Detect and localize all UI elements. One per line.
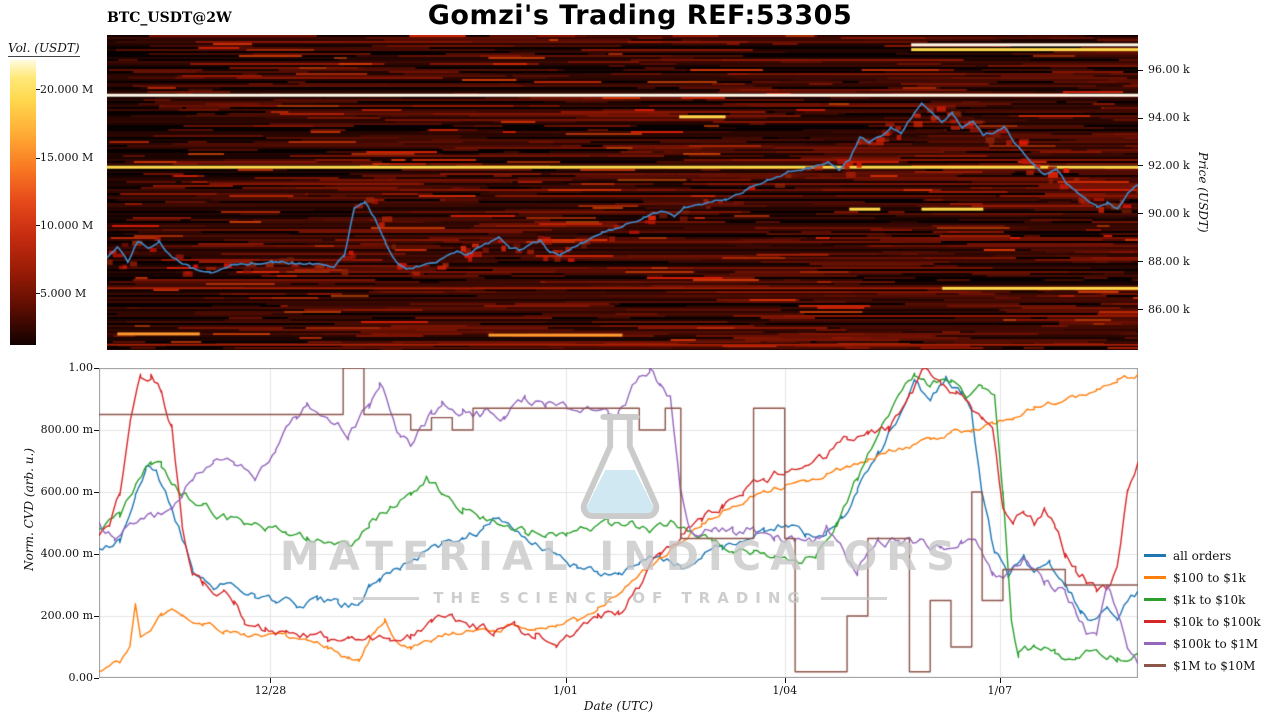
volume-colorbar	[10, 60, 36, 345]
cvd-tick-label: 800.00 m	[40, 423, 93, 436]
symbol-label: BTC_USDT@2W	[107, 10, 232, 26]
colorbar-tick-label: 20.000 M	[40, 82, 94, 96]
date-tick-label: 1/04	[772, 684, 798, 697]
legend-item-1k-10k: $1k to $10k	[1144, 592, 1261, 607]
tick-mark	[1138, 117, 1143, 119]
legend-line-sample	[1144, 576, 1166, 579]
tick-mark	[565, 678, 567, 683]
date-axis-title: Date (UTC)	[583, 699, 654, 713]
legend-line-sample	[1144, 642, 1166, 645]
tick-mark	[94, 553, 99, 555]
cvd-tick-label: 600.00 m	[40, 485, 93, 498]
colorbar-tick-label: 15.000 M	[40, 151, 94, 165]
legend-item-10k-100k: $10k to $100k	[1144, 614, 1261, 629]
cvd-tick-label: 200.00 m	[40, 609, 93, 622]
tick-mark	[36, 157, 40, 159]
legend-line-sample	[1144, 620, 1166, 623]
legend-line-sample	[1144, 598, 1166, 601]
date-tick-label: 1/07	[987, 684, 1013, 697]
colorbar-axis-label: Vol. (USDT)	[8, 41, 80, 57]
legend-line-sample	[1144, 664, 1166, 667]
legend-label: $1k to $10k	[1173, 592, 1246, 607]
tick-mark	[94, 677, 99, 679]
legend-item-1m-10m: $1M to $10M	[1144, 658, 1261, 673]
tick-mark	[36, 293, 40, 295]
price-axis-title: Price (USDT)	[1196, 152, 1210, 233]
tick-mark	[36, 89, 40, 91]
tick-mark	[999, 678, 1001, 683]
page-title: Gomzi's Trading REF:53305	[427, 0, 853, 31]
legend-item-100-1k: $100 to $1k	[1144, 570, 1261, 585]
price-tick-label: 90.00 k	[1148, 206, 1190, 220]
tick-mark	[1138, 165, 1143, 167]
tick-mark	[94, 367, 99, 369]
tick-mark	[1138, 69, 1143, 71]
legend-label: $100k to $1M	[1173, 636, 1259, 651]
liquidity-heatmap-canvas	[107, 35, 1138, 350]
tick-mark	[94, 491, 99, 493]
legend-item-100k-1m: $100k to $1M	[1144, 636, 1261, 651]
cvd-chart-canvas	[99, 368, 1138, 678]
tick-mark	[1138, 309, 1143, 311]
cvd-tick-label: 0.00	[68, 671, 94, 684]
tick-mark	[1138, 261, 1143, 263]
legend-label: $10k to $100k	[1173, 614, 1261, 629]
price-tick-label: 96.00 k	[1148, 63, 1190, 77]
legend-item-all-orders: all orders	[1144, 548, 1261, 563]
tick-mark	[94, 615, 99, 617]
legend-label: $100 to $1k	[1173, 570, 1246, 585]
tick-mark	[94, 429, 99, 431]
price-tick-label: 92.00 k	[1148, 158, 1190, 172]
legend-label: all orders	[1173, 548, 1232, 563]
cvd-tick-label: 400.00 m	[40, 547, 93, 560]
colorbar-tick-label: 10.000 M	[40, 218, 94, 232]
price-tick-label: 94.00 k	[1148, 111, 1190, 124]
legend-label: $1M to $10M	[1173, 658, 1256, 673]
price-tick-label: 86.00 k	[1148, 302, 1190, 316]
legend: all orders $100 to $1k $1k to $10k $10k …	[1144, 548, 1261, 673]
colorbar-tick-label: 5.000 M	[40, 286, 87, 300]
tick-mark	[784, 678, 786, 683]
tick-mark	[270, 678, 272, 683]
price-tick-label: 88.00 k	[1148, 254, 1190, 268]
tick-mark	[36, 225, 40, 227]
tick-mark	[1138, 213, 1143, 215]
cvd-tick-label: 1.00	[68, 361, 94, 374]
date-tick-label: 12/28	[254, 684, 287, 697]
legend-line-sample	[1144, 554, 1166, 557]
date-tick-label: 1/01	[553, 684, 578, 697]
